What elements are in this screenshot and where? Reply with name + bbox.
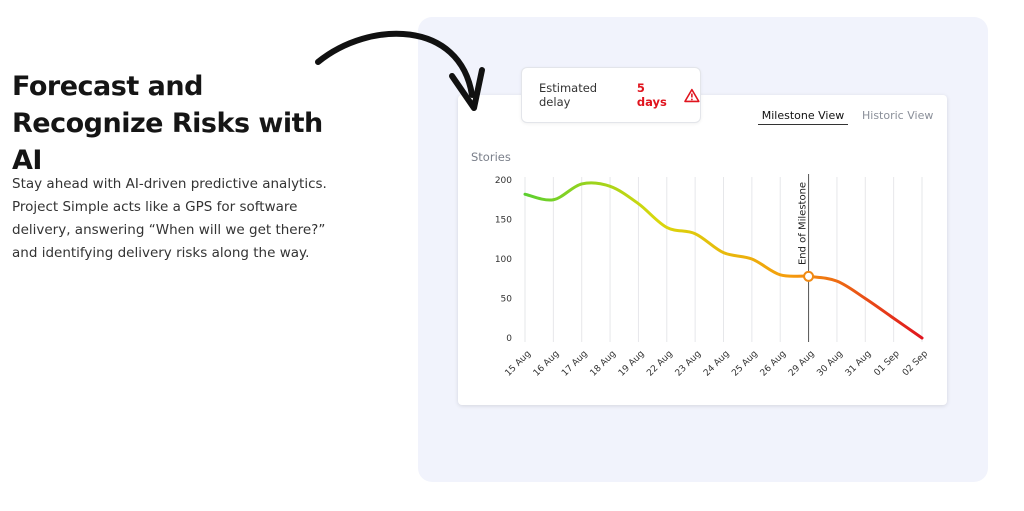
x-tick-label: 02 Sep	[901, 349, 930, 378]
x-tick-label: 17 Aug	[560, 349, 590, 379]
y-tick-label: 200	[495, 176, 512, 186]
x-tick-label: 26 Aug	[759, 349, 789, 379]
description: Stay ahead with AI-driven predictive ana…	[12, 176, 327, 261]
x-tick-label: 18 Aug	[589, 349, 619, 379]
delay-card: Estimated delay 5 days	[521, 67, 701, 123]
x-tick-label: 31 Aug	[844, 349, 874, 379]
y-axis-label: Stories	[471, 150, 511, 164]
tab[interactable]: Milestone View	[758, 109, 848, 125]
milestone-label: End of Milestone	[798, 182, 809, 265]
milestone-marker	[803, 270, 815, 282]
line	[523, 181, 924, 340]
x-tick-label: 16 Aug	[532, 349, 562, 379]
heading: Forecast and Recognize Risks with AI	[12, 71, 323, 176]
arrow	[315, 30, 485, 111]
x-tick-label: 24 Aug	[702, 349, 732, 379]
y-tick-label: 150	[495, 216, 512, 226]
y-tick-label: 50	[501, 295, 513, 305]
warning-icon	[684, 88, 700, 102]
delay-value: 5 days	[636, 81, 667, 109]
x-tick-label: 23 Aug	[674, 349, 704, 379]
x-tick-label: 22 Aug	[645, 349, 675, 379]
y-tick-label: 100	[495, 255, 512, 265]
x-tick-label: 30 Aug	[815, 349, 845, 379]
x-tick-label: 25 Aug	[730, 349, 760, 379]
x-tick-label: 01 Sep	[873, 349, 902, 378]
x-tick-label: 29 Aug	[787, 349, 817, 379]
delay-label: Estimated delay	[539, 81, 598, 109]
y-tick-label: 0	[506, 334, 512, 344]
x-tick-label: 19 Aug	[617, 349, 647, 379]
tab[interactable]: Historic View	[862, 109, 934, 122]
x-tick-label: 15 Aug	[504, 349, 534, 379]
